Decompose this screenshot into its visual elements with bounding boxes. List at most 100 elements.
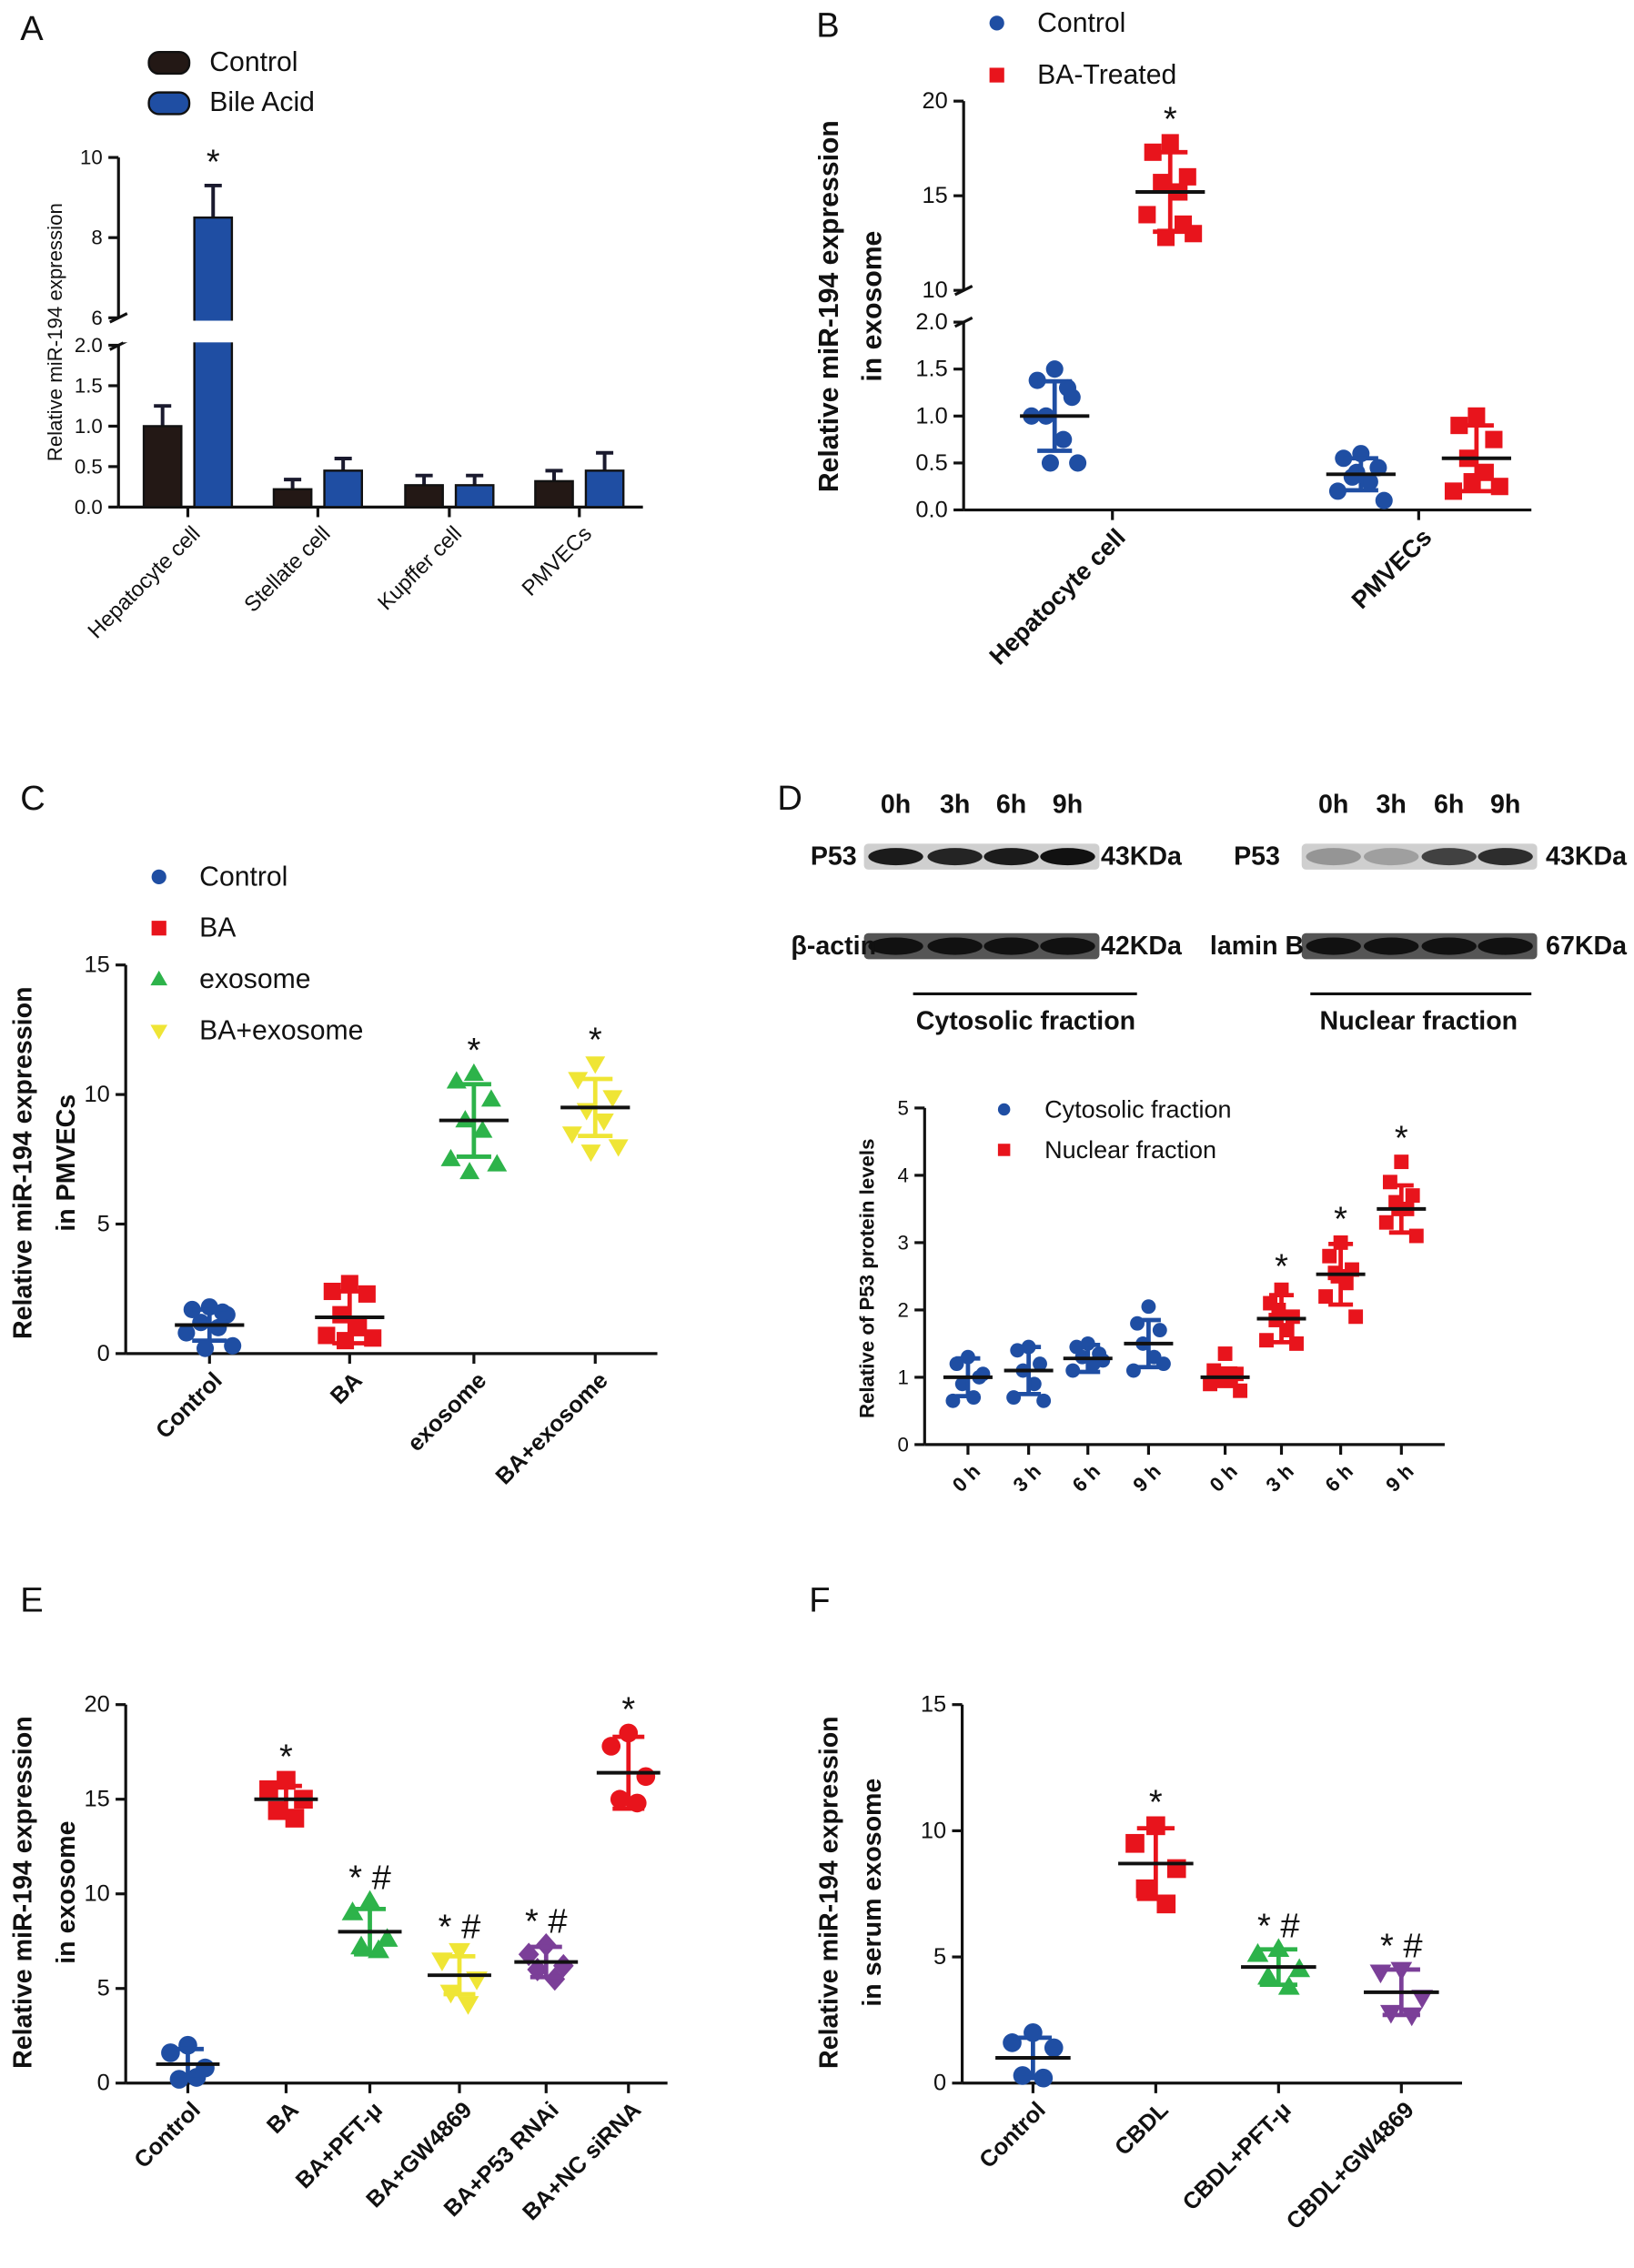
legend-marker — [989, 15, 1004, 31]
data-point — [1485, 430, 1503, 449]
panel-letter: A — [20, 10, 44, 48]
blot-band — [868, 848, 923, 866]
data-point — [518, 1942, 540, 1967]
legend-marker — [150, 970, 168, 986]
y-axis-label: Relative miR-194 expression — [814, 1716, 843, 2069]
y-tick-label: 3 — [897, 1231, 908, 1254]
bar — [272, 488, 313, 509]
fraction-label: Nuclear fraction — [1320, 1007, 1518, 1036]
legend-swatch — [147, 91, 191, 116]
data-point — [259, 1780, 278, 1799]
y-tick-label: 15 — [921, 1692, 946, 1718]
bar — [454, 484, 495, 509]
significance-label: * — [1395, 1120, 1408, 1158]
x-tick-label: Control — [129, 2097, 206, 2173]
data-point — [480, 1089, 501, 1107]
data-point — [610, 1789, 630, 1809]
data-point — [1058, 378, 1077, 397]
x-tick-label: Hepatocyte cell — [984, 523, 1131, 670]
data-point — [323, 1282, 341, 1301]
bar — [534, 479, 574, 509]
x-tick-label: Kupffer cell — [373, 521, 467, 615]
data-point — [1330, 1268, 1346, 1284]
blot-band — [983, 848, 1039, 866]
data-point — [1041, 454, 1059, 472]
data-point — [585, 1056, 606, 1074]
y-tick-label: 1.5 — [75, 374, 103, 397]
significance-label: * — [1334, 1201, 1347, 1239]
data-point — [1054, 430, 1073, 449]
significance-label: * — [467, 1032, 480, 1070]
y-axis-label: Relative of P53 protein levels — [855, 1139, 878, 1418]
data-point — [1146, 1816, 1165, 1836]
data-point — [440, 1148, 461, 1166]
data-point — [1141, 1299, 1156, 1315]
y-axis-label: in serum exosome — [858, 1779, 887, 2007]
data-point — [376, 1928, 398, 1947]
data-point — [463, 1063, 484, 1081]
x-tick-label: Hepatocyte cell — [83, 521, 205, 643]
y-tick-label: 2.0 — [915, 309, 947, 335]
data-point — [593, 1113, 614, 1132]
y-tick-label: 10 — [84, 1881, 109, 1907]
significance-label: * # — [1380, 1928, 1423, 1966]
data-point — [1444, 482, 1462, 500]
y-tick-label: 15 — [84, 1787, 109, 1812]
y-tick-label: 2.0 — [75, 334, 103, 357]
legend-label: BA — [199, 913, 237, 943]
significance-label: * — [279, 1739, 293, 1777]
data-point — [1033, 1356, 1047, 1372]
lane-label: 9h — [1053, 790, 1083, 819]
y-tick-label: 10 — [922, 277, 947, 303]
significance-label: * — [589, 1022, 602, 1060]
blot-band — [868, 937, 923, 955]
y-axis-label: Relative miR-194 expression — [814, 120, 844, 492]
panel-letter: F — [809, 1581, 830, 1619]
data-point — [1044, 2038, 1064, 2058]
data-point — [1490, 478, 1508, 496]
data-point — [177, 1324, 196, 1342]
significance-label: * — [621, 1691, 635, 1729]
legend-marker — [151, 921, 166, 936]
blot-band — [1478, 937, 1533, 955]
data-point — [1405, 1188, 1420, 1204]
blot-band — [1421, 937, 1477, 955]
size-label: 43KDa — [1546, 842, 1628, 872]
significance-label: * # — [1257, 1907, 1300, 1945]
lane-label: 0h — [1318, 790, 1348, 819]
data-point — [487, 1154, 508, 1172]
data-point — [161, 2043, 180, 2062]
data-point — [1375, 491, 1393, 509]
x-tick-label: 3 h — [1009, 1459, 1045, 1496]
data-point — [552, 1953, 574, 1978]
x-tick-label: PMVECs — [1347, 523, 1437, 614]
legend-label: Control — [199, 862, 287, 892]
y-tick-label: 0 — [97, 2071, 110, 2096]
data-point — [1378, 1215, 1394, 1230]
data-point — [224, 1336, 242, 1355]
x-tick-label: CBDL+GW4869 — [1282, 2097, 1419, 2234]
data-point — [1328, 482, 1347, 500]
legend-marker — [151, 869, 166, 884]
x-tick-label: PMVECs — [518, 521, 597, 600]
y-tick-label: 0.5 — [75, 455, 103, 478]
data-point — [192, 1314, 210, 1332]
x-tick-label: 6 h — [1068, 1459, 1104, 1496]
lane-label: 0h — [881, 790, 911, 819]
x-tick-label: 3 h — [1261, 1459, 1297, 1496]
bar — [193, 216, 234, 509]
data-point — [196, 1339, 215, 1357]
data-point — [1013, 2066, 1033, 2085]
data-point — [1360, 473, 1378, 491]
data-point — [472, 1120, 493, 1138]
data-point — [1045, 360, 1064, 378]
bar — [142, 425, 183, 509]
data-point — [636, 1767, 656, 1787]
data-point — [1246, 1942, 1269, 1962]
data-point — [1138, 206, 1156, 224]
protein-label: P53 — [811, 842, 857, 872]
data-point — [209, 1318, 227, 1336]
data-point — [561, 1126, 582, 1144]
legend-marker — [997, 1103, 1011, 1116]
